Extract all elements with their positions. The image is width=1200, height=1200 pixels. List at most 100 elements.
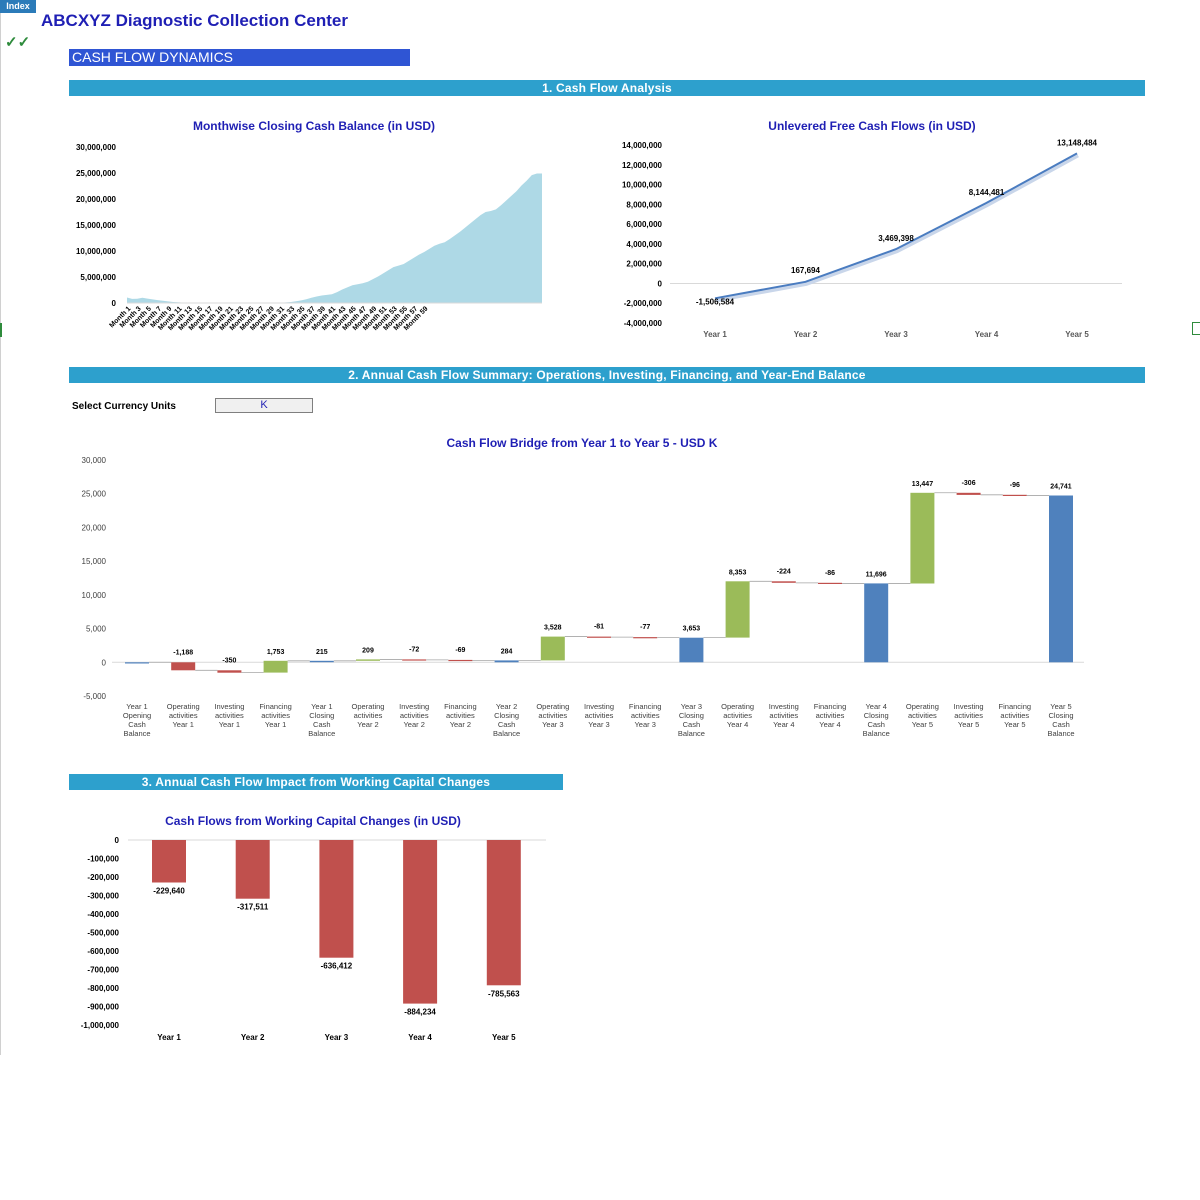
x-tick-label: Year 4 (819, 720, 840, 729)
currency-units-select[interactable]: K (215, 398, 313, 413)
x-tick-label: Balance (1047, 729, 1074, 738)
x-tick-label: Balance (863, 729, 890, 738)
bridge-bar (1049, 495, 1073, 663)
x-tick-label: Cash (1052, 720, 1070, 729)
bridge-bar (217, 670, 242, 673)
x-tick-label: activities (723, 711, 752, 720)
x-tick-label: Year 2 (450, 720, 471, 729)
x-tick-label: activities (215, 711, 244, 720)
y-tick-label: 30,000 (82, 456, 107, 465)
x-tick-label: Year 2 (241, 1033, 265, 1042)
chart-title: Cash Flow Bridge from Year 1 to Year 5 -… (447, 436, 718, 450)
x-tick-label: Year 5 (912, 720, 933, 729)
x-tick-label: Year 5 (492, 1033, 516, 1042)
data-label: -1,188 (173, 649, 193, 656)
data-label: 11,696 (866, 571, 887, 578)
data-label: -350 (222, 657, 236, 664)
data-label: -77 (640, 624, 650, 631)
y-tick-label: 0 (102, 658, 107, 667)
bridge-bar (725, 581, 750, 638)
y-tick-label: -1,000,000 (81, 1021, 120, 1030)
x-tick-label: activities (400, 711, 429, 720)
x-tick-label: activities (446, 711, 475, 720)
x-tick-label: Year 1 (311, 702, 332, 711)
data-label: 3,469,398 (878, 234, 914, 243)
bridge-bar (263, 660, 288, 673)
x-tick-label: Year 2 (403, 720, 424, 729)
y-tick-label: -900,000 (87, 1003, 119, 1012)
index-tab-button[interactable]: Index (0, 0, 36, 13)
chart-title: Cash Flows from Working Capital Changes … (165, 814, 461, 828)
left-edge-marker (0, 323, 2, 337)
data-label: -785,563 (488, 989, 520, 998)
x-tick-label: Year 3 (542, 720, 563, 729)
y-tick-label: 25,000,000 (76, 169, 117, 178)
x-tick-label: Operating (167, 702, 200, 711)
bridge-bar (587, 636, 611, 638)
data-label: -229,640 (153, 886, 185, 895)
data-label: 24,741 (1050, 483, 1072, 490)
y-tick-label: 8,000,000 (626, 200, 662, 209)
data-label: 8,144,481 (969, 188, 1005, 197)
y-tick-label: 0 (658, 279, 663, 288)
y-tick-label: 25,000 (82, 490, 107, 499)
x-tick-label: Financing (629, 702, 662, 711)
y-tick-label: 15,000 (82, 557, 107, 566)
x-tick-label: Year 4 (727, 720, 748, 729)
x-tick-label: Investing (954, 702, 984, 711)
bridge-bar (356, 659, 380, 661)
page-title: CASH FLOW DYNAMICS (69, 49, 410, 66)
data-label: -306 (962, 480, 976, 487)
y-tick-label: -200,000 (87, 873, 119, 882)
y-tick-label: 2,000,000 (626, 260, 662, 269)
data-label: 1,753 (267, 649, 285, 656)
x-tick-label: Operating (536, 702, 569, 711)
data-label: -317,511 (237, 903, 269, 912)
section-header-cash-flow-analysis: 1. Cash Flow Analysis (69, 80, 1145, 96)
x-tick-label: Year 1 (219, 720, 240, 729)
x-tick-label: Operating (906, 702, 939, 711)
x-tick-label: Year 4 (975, 330, 999, 339)
bridge-bar (956, 492, 981, 495)
x-tick-label: Year 4 (773, 720, 794, 729)
x-tick-label: Cash (498, 720, 516, 729)
y-tick-label: 10,000,000 (76, 247, 117, 256)
y-tick-label: 5,000,000 (80, 273, 116, 282)
bridge-bar (402, 659, 427, 661)
data-label: 3,653 (683, 626, 701, 633)
wc-bar (319, 840, 354, 958)
y-tick-label: 10,000 (82, 591, 107, 600)
wc-bar (486, 840, 521, 986)
chart-title: Monthwise Closing Cash Balance (in USD) (193, 119, 435, 133)
fcf-line-shadow (715, 153, 1079, 303)
section-header-working-capital: 3. Annual Cash Flow Impact from Working … (69, 774, 563, 790)
y-tick-label: -100,000 (87, 855, 119, 864)
working-capital-chart: Cash Flows from Working Capital Changes … (81, 814, 546, 1042)
y-tick-label: 4,000,000 (626, 240, 662, 249)
x-tick-label: activities (538, 711, 567, 720)
x-tick-label: activities (354, 711, 383, 720)
section-header-annual-summary: 2. Annual Cash Flow Summary: Operations,… (69, 367, 1145, 383)
x-tick-label: Financing (444, 702, 477, 711)
data-label: -1,506,584 (696, 297, 735, 306)
x-tick-label: Cash (313, 720, 331, 729)
y-tick-label: 6,000,000 (626, 220, 662, 229)
x-tick-label: Cash (683, 720, 701, 729)
y-tick-label: -2,000,000 (624, 299, 663, 308)
x-tick-label: Closing (679, 711, 704, 720)
y-tick-label: 5,000 (86, 625, 107, 634)
x-tick-label: Year 5 (958, 720, 979, 729)
x-tick-label: Year 1 (157, 1033, 181, 1042)
unlevered-fcf-chart: Unlevered Free Cash Flows (in USD) -4,000… (622, 119, 1122, 339)
x-tick-label: Year 3 (884, 330, 908, 339)
data-label: -884,234 (404, 1008, 436, 1017)
wc-bar (152, 840, 186, 883)
x-tick-label: Investing (769, 702, 799, 711)
x-tick-label: activities (585, 711, 614, 720)
wc-bar (235, 840, 270, 899)
data-label: -96 (1010, 482, 1020, 489)
y-tick-label: 0 (112, 299, 117, 308)
x-tick-label: activities (631, 711, 660, 720)
x-tick-label: activities (169, 711, 198, 720)
